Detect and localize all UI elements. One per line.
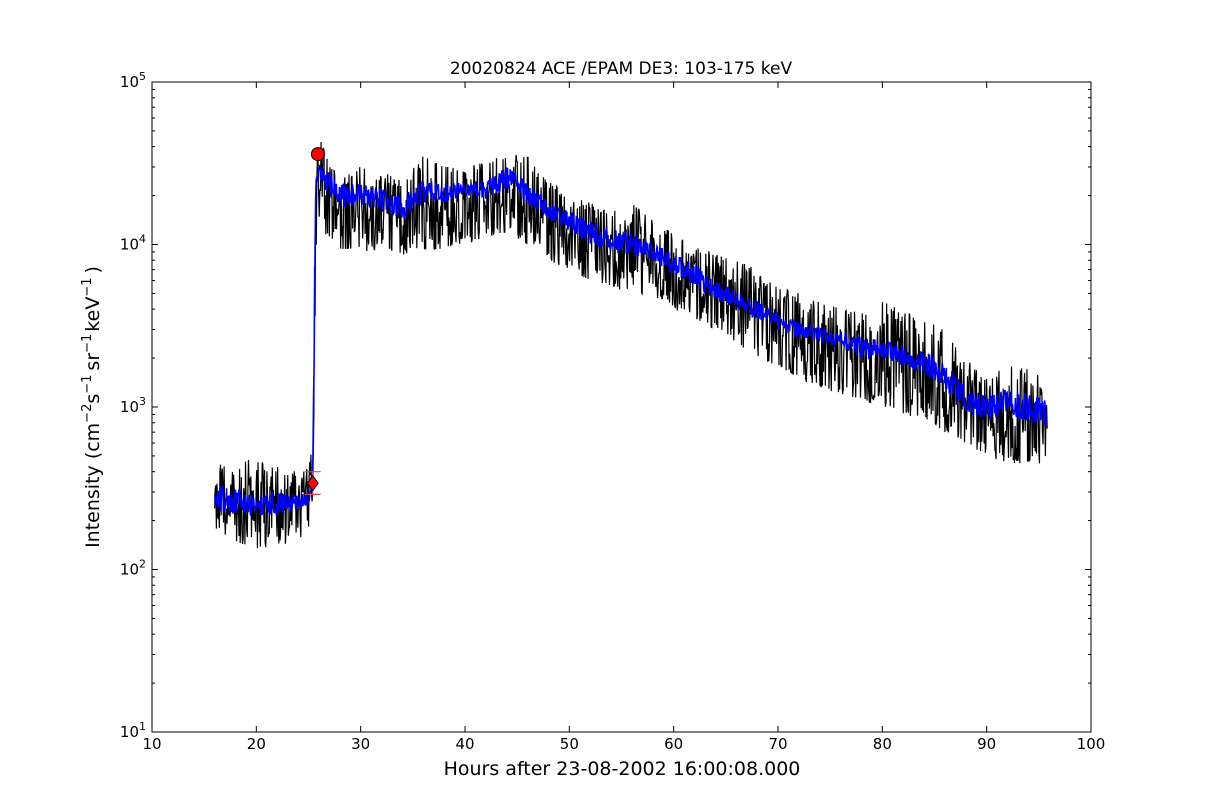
x-tick-label: 80 bbox=[873, 735, 892, 753]
y-label-suffix: ) bbox=[82, 266, 104, 273]
x-tick-label: 100 bbox=[1077, 735, 1106, 753]
chart-title: 20020824 ACE /EPAM DE3: 103-175 keV bbox=[450, 59, 793, 79]
y-tick-label: 104 bbox=[120, 233, 146, 254]
plot-area bbox=[213, 142, 1048, 549]
y-label-exp2: −1 bbox=[80, 375, 95, 394]
marker-diamond bbox=[306, 474, 319, 492]
y-tick-label: 103 bbox=[120, 395, 146, 416]
x-tick-label: 10 bbox=[142, 735, 161, 753]
y-axis-label: Intensity (cm−2s−1sr−1keV−1) bbox=[80, 266, 104, 548]
series-line-black bbox=[214, 142, 1048, 549]
x-tick-label: 20 bbox=[247, 735, 266, 753]
x-tick-label: 50 bbox=[560, 735, 579, 753]
x-tick-label: 30 bbox=[351, 735, 370, 753]
x-tick-label: 70 bbox=[768, 735, 787, 753]
y-label-s: s bbox=[82, 394, 104, 404]
y-axis: 101 102 103 104 105 bbox=[120, 70, 1091, 741]
y-tick-label: 101 bbox=[120, 720, 146, 741]
y-tick-label: 102 bbox=[120, 558, 146, 579]
y-tick-label: 105 bbox=[120, 70, 146, 91]
y-label-exp1: −2 bbox=[80, 404, 95, 423]
y-label-prefix: Intensity (cm bbox=[82, 423, 104, 548]
x-axis: 10 20 30 40 50 60 70 80 90 100 bbox=[142, 82, 1105, 753]
x-axis-label: Hours after 23-08-2002 16:00:08.000 bbox=[444, 758, 801, 780]
x-tick-label: 60 bbox=[664, 735, 683, 753]
y-label-exp4: −1 bbox=[80, 277, 95, 296]
series-line-blue bbox=[213, 164, 1048, 517]
y-label-kev: keV bbox=[82, 297, 104, 332]
marker-circle bbox=[310, 147, 325, 162]
x-tick-label: 90 bbox=[977, 735, 996, 753]
y-label-sr: sr bbox=[82, 353, 104, 371]
x-tick-label: 40 bbox=[455, 735, 474, 753]
y-label-exp3: −1 bbox=[80, 334, 95, 353]
